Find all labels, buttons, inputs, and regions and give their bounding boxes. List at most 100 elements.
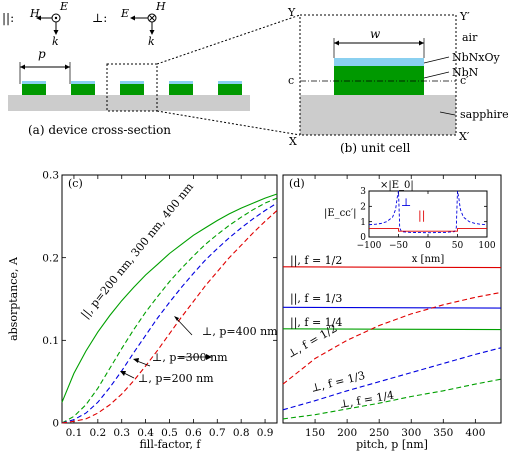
annot-perp-400: ⊥, p=400 nm	[202, 325, 278, 338]
chart-d-series	[282, 266, 502, 420]
inset-label-perp: ⊥	[401, 196, 411, 209]
inset-xlabel: x [nm]	[412, 254, 445, 265]
inset-label-par: ||	[418, 209, 425, 223]
y-tick-label: 0.3	[42, 170, 59, 182]
chart-c-xlabel: fill-factor, f	[139, 438, 201, 451]
inset-ylabel: |E_cc′|	[324, 208, 357, 219]
chart-c-panel-label: (c)	[68, 177, 83, 190]
caption-a: (a) device cross-section	[28, 123, 171, 137]
x-tick-label: 300	[401, 427, 421, 439]
series-line-2	[61, 202, 278, 424]
x-tick-label: 0.8	[233, 427, 250, 439]
inset-ticks: −100 −50 0 50 100 0 1 2 3	[357, 187, 496, 251]
chart-d-panel-label: (d)	[289, 177, 305, 190]
unit-cell-border	[299, 14, 457, 136]
series-line-3	[282, 291, 502, 385]
nanowire	[120, 84, 144, 95]
label-air: air	[462, 31, 478, 44]
cut-label-cp: c′	[460, 74, 469, 87]
nanowire	[218, 84, 242, 95]
y-tick-label: 0	[52, 418, 59, 430]
annot-parallel: ||, p=200 nm, 300 nm, 400 nm	[79, 180, 198, 322]
x-tick-label: −50	[389, 241, 408, 251]
x-tick-label: 200	[337, 427, 357, 439]
oxide-layer	[334, 58, 424, 66]
chart-d-frame	[282, 174, 502, 424]
annot-perp-300: ⊥, p=300 nm	[152, 351, 228, 364]
series-line-1	[282, 306, 502, 309]
x-tick-label: 350	[433, 427, 453, 439]
sapphire-substrate	[8, 95, 250, 111]
x-tick-label: −100	[357, 241, 382, 251]
chart-c-ticks: 0.1 0.2 0.3 0.4 0.5 0.6 0.7 0.8 0.9 0 0.1 0.2 0.3	[42, 170, 277, 439]
chart-c-ylabel: absorptance, A	[7, 256, 20, 341]
y-tick-label: 2	[360, 202, 366, 212]
annot-perp-third: ⊥, f = 1/3	[310, 369, 367, 395]
x-tick-label: 0.4	[137, 427, 154, 439]
corner-Xp: X′	[459, 130, 470, 143]
zoom-line-top	[156, 14, 301, 65]
series-line-2	[282, 328, 502, 331]
sapphire-region	[300, 95, 456, 135]
width-label: w	[370, 27, 381, 41]
annot-par-half: ||, f = 1/2	[290, 254, 342, 268]
nanowire-strips	[22, 81, 242, 95]
x-tick-label: 0.1	[66, 427, 83, 439]
nbn-layer	[334, 66, 424, 95]
y-tick-label: 3	[360, 187, 366, 197]
corner-Y: Y	[287, 6, 296, 19]
x-tick-label: 0.3	[113, 427, 130, 439]
polarization-legend: ||: H E k ⊥: E H k	[2, 0, 166, 48]
corner-X: X	[289, 135, 297, 148]
chart-c: (c) 0.1 0.2 0.3 0.4 0.5 0.6 0.7 0.8 0.900.10.20.…	[7, 170, 278, 451]
corner-Yp: Y′	[459, 10, 470, 23]
x-tick-label: 0	[425, 241, 431, 251]
nanowire	[22, 84, 46, 95]
label-nbn: NbN	[452, 66, 479, 79]
chart-d: (d) 150 200 250 300 350 400 pitch, p [nm] ||,…	[282, 174, 502, 451]
h-vector-label-perp: H	[155, 0, 166, 13]
series-line-0	[282, 266, 502, 269]
y-tick-label: 0	[360, 233, 366, 243]
device-cross-section: p (a) device cross-section	[8, 14, 301, 137]
e-vector-label-perp: E	[120, 7, 129, 20]
h-vector-label: H	[29, 7, 40, 20]
x-tick-label: 400	[465, 427, 485, 439]
y-tick-label: 0.1	[42, 335, 59, 347]
inset-frame	[368, 190, 488, 238]
k-vector-label: k	[52, 35, 59, 48]
h-arrowhead	[36, 15, 41, 21]
x-tick-label: 0.9	[257, 427, 274, 439]
nanowire	[71, 84, 95, 95]
unit-cell-selection-box	[106, 63, 158, 112]
inset-yunit: ×|E_0|	[380, 180, 414, 191]
series-line-5	[282, 378, 502, 420]
label-nbnxoy: NbNxOy	[452, 51, 501, 64]
inset-series	[368, 190, 488, 234]
series-line-4	[282, 347, 502, 411]
perp-pol-label: ⊥:	[92, 11, 107, 25]
annot-perp-200: ⊥, p=200 nm	[138, 372, 214, 385]
series-line-1	[369, 228, 487, 232]
x-tick-label: 250	[369, 427, 389, 439]
series-line-0	[61, 193, 278, 403]
x-tick-label: 0.2	[89, 427, 106, 439]
unit-cell-diagram: Y Y′ X X′ c c′ w air NbNxOy NbN sapphire…	[287, 6, 509, 155]
chart-d-xlabel: pitch, p [nm]	[356, 438, 428, 451]
series-line-1	[61, 197, 278, 424]
x-tick-label: 50	[452, 241, 464, 251]
e-vector-label: E	[59, 0, 68, 13]
annot-perp-quarter: ⊥, f = 1/4	[338, 389, 395, 411]
annot-par-third: ||, f = 1/3	[290, 292, 342, 306]
y-tick-label: 1	[360, 218, 366, 228]
x-tick-label: 100	[478, 241, 495, 251]
parallel-pol-label: ||:	[2, 11, 14, 25]
y-tick-label: 0.2	[42, 252, 59, 264]
chart-d-ticks: 150 200 250 300 350 400	[305, 175, 485, 439]
cut-label-c: c	[288, 74, 294, 87]
k-vector-label-perp: k	[148, 35, 155, 48]
pitch-label: p	[38, 47, 46, 61]
nanowire	[169, 84, 193, 95]
x-tick-label: 0.5	[161, 427, 178, 439]
